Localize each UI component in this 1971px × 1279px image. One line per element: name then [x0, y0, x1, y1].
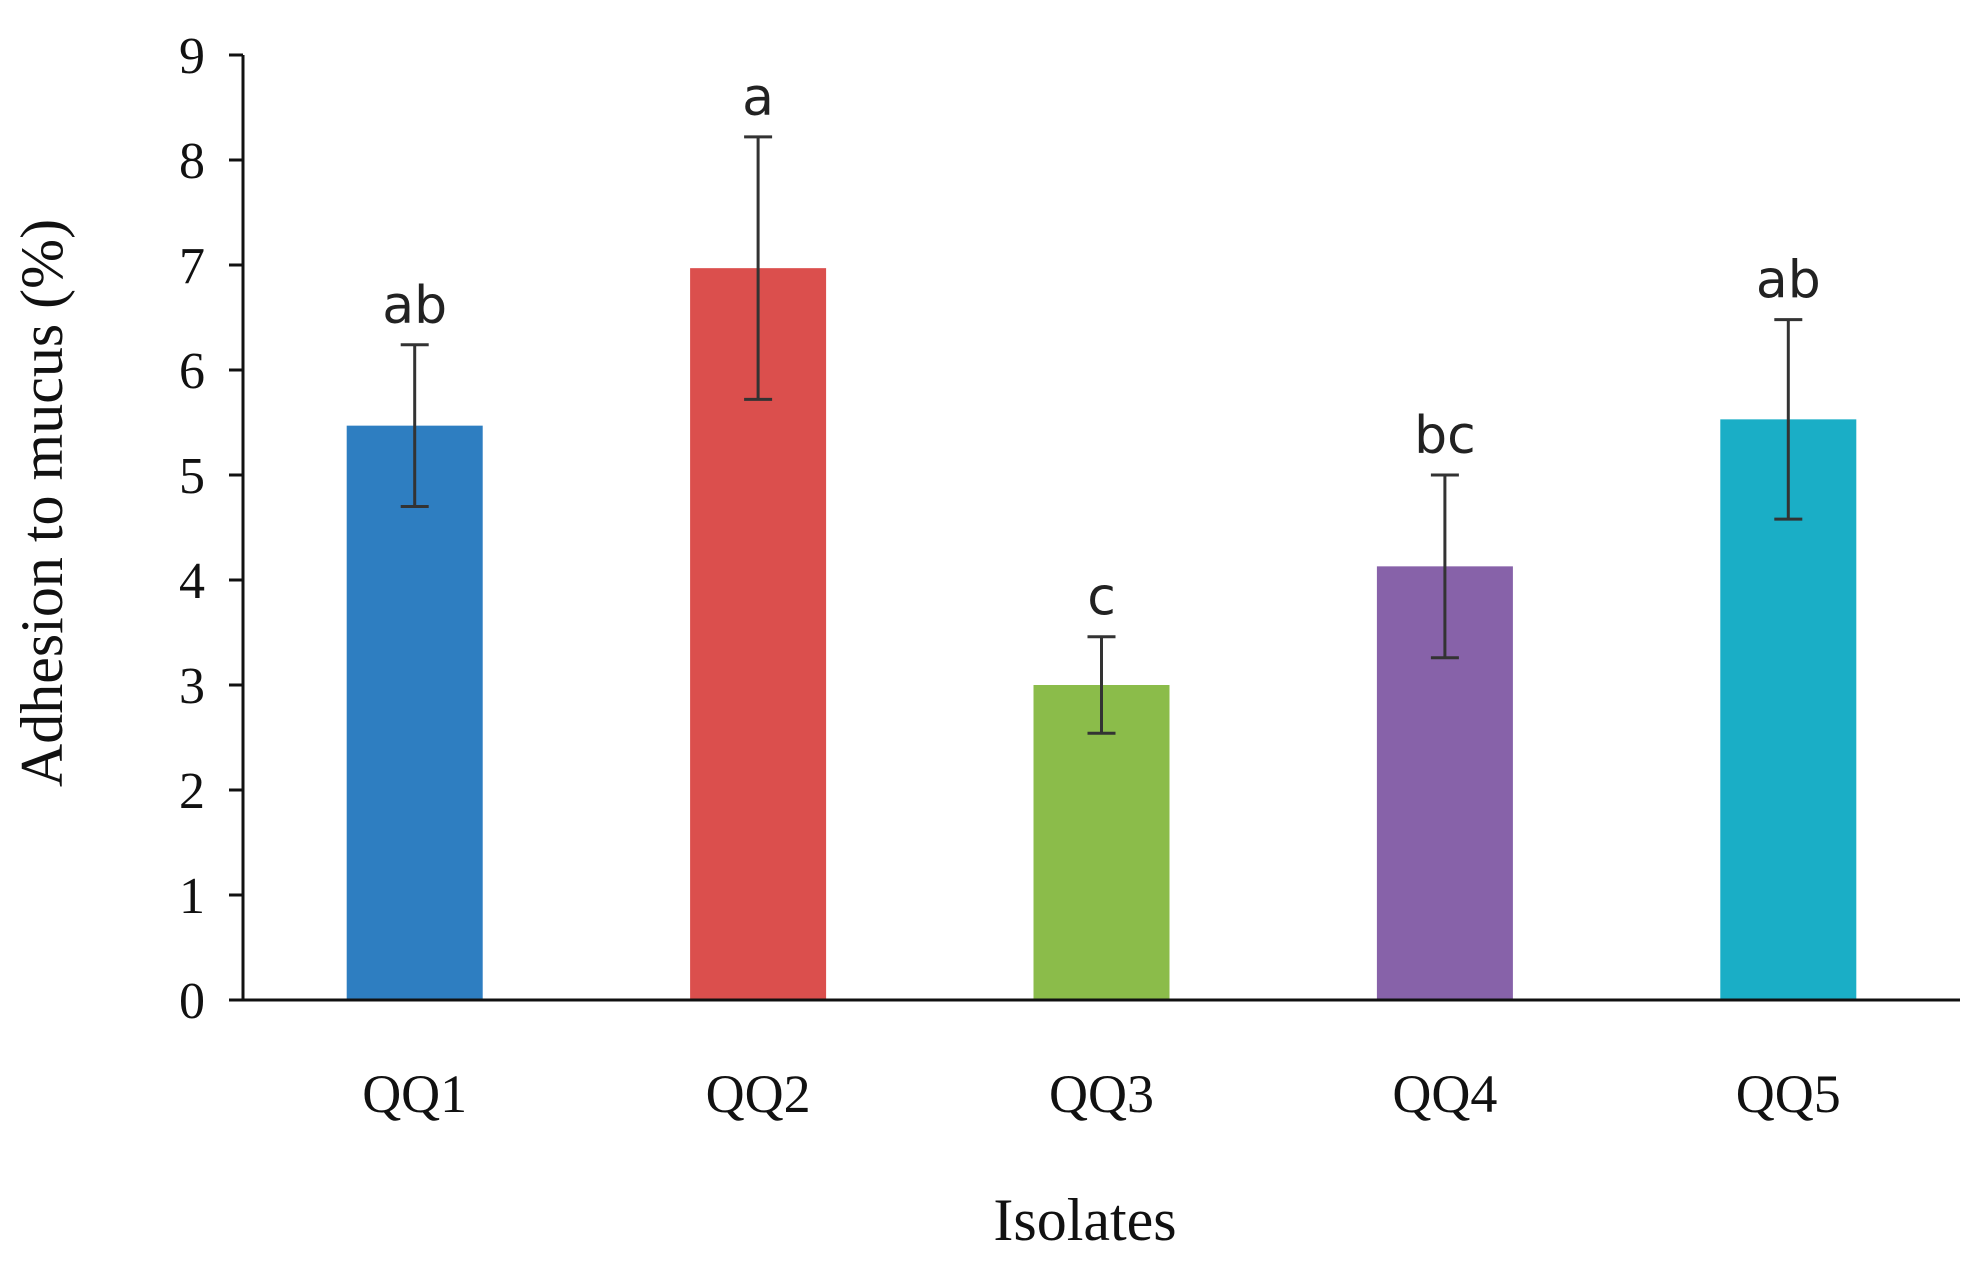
y-tick-label: 9	[179, 28, 205, 85]
y-tick-label: 0	[179, 973, 205, 1030]
significance-label: a	[742, 68, 774, 128]
y-axis-title: Adhesion to mucus (%)	[9, 219, 75, 787]
x-axis-tick-labels: QQ1 QQ2 QQ3 QQ4 QQ5	[362, 1064, 1841, 1124]
y-tick-label: 4	[179, 553, 205, 610]
x-tick-label: QQ5	[1736, 1064, 1841, 1124]
y-tick-label: 5	[179, 448, 205, 505]
y-tick-label: 6	[179, 343, 205, 400]
significance-labels: ab a c bc ab	[382, 68, 1820, 628]
x-tick-label: QQ4	[1392, 1064, 1497, 1124]
y-tick-label: 1	[179, 868, 205, 925]
y-tick-label: 2	[179, 763, 205, 820]
significance-label: bc	[1414, 406, 1476, 466]
bar	[1033, 685, 1170, 1000]
y-axis-ticks: 0 1 2 3 4 5 6 7 8 9	[179, 28, 243, 1030]
bars	[346, 268, 1857, 1001]
significance-label: c	[1087, 568, 1116, 628]
y-tick-label: 3	[179, 658, 205, 715]
y-tick-label: 8	[179, 133, 205, 190]
x-axis-title: Isolates	[993, 1187, 1176, 1253]
x-tick-label: QQ1	[362, 1064, 467, 1124]
significance-label: ab	[382, 276, 447, 336]
significance-label: ab	[1756, 251, 1821, 311]
bar	[346, 425, 483, 1000]
y-tick-label: 7	[179, 238, 205, 295]
error-bars	[400, 135, 1803, 735]
x-tick-label: QQ2	[706, 1064, 811, 1124]
x-tick-label: QQ3	[1049, 1064, 1154, 1124]
